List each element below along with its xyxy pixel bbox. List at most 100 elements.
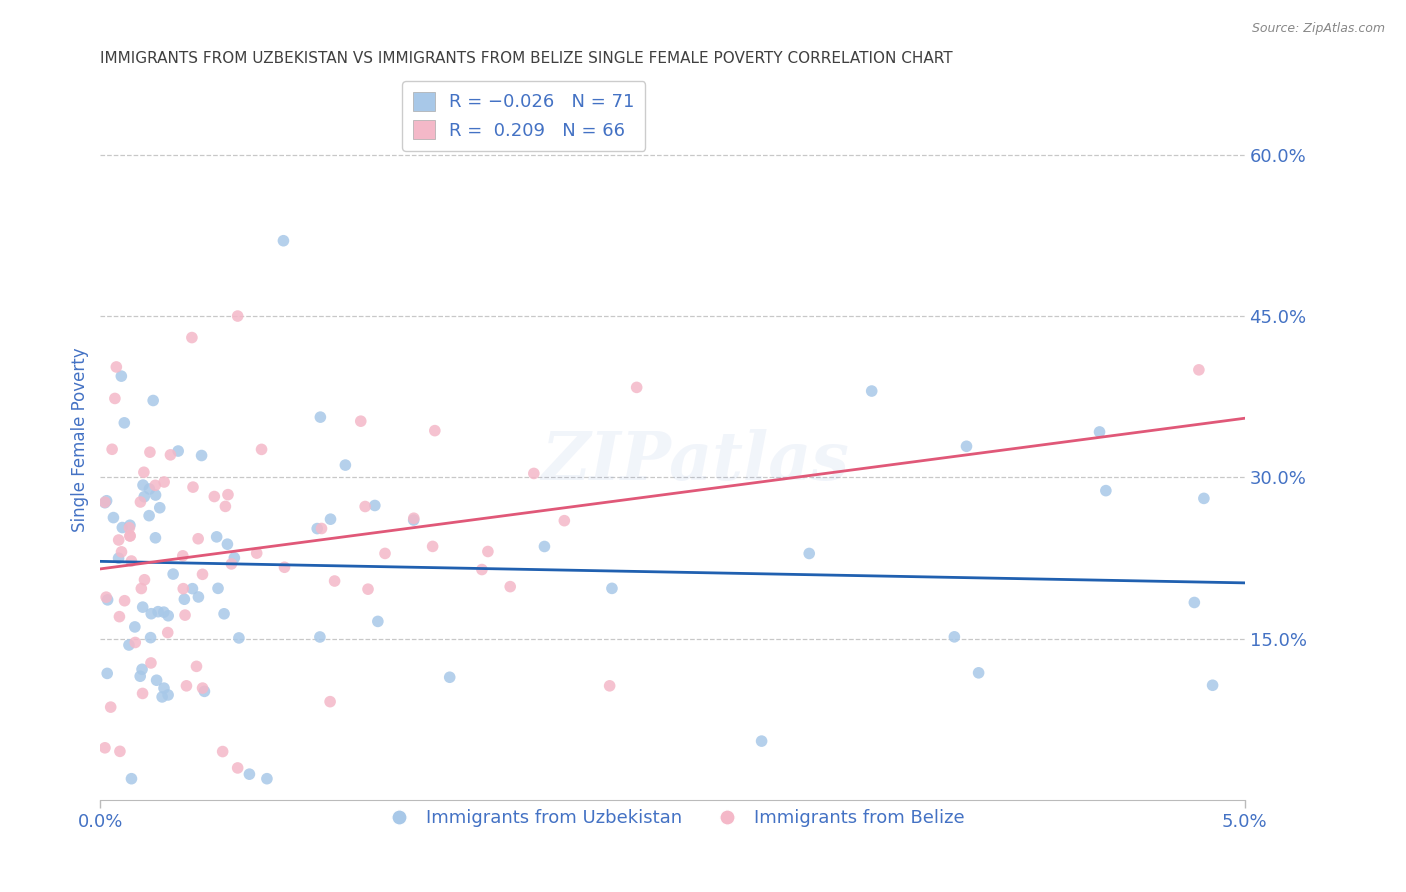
Y-axis label: Single Female Poverty: Single Female Poverty bbox=[72, 348, 89, 533]
Point bbox=[238, 767, 260, 781]
Point bbox=[162, 567, 184, 582]
Point bbox=[1192, 491, 1215, 506]
Point bbox=[860, 384, 883, 398]
Point bbox=[129, 495, 152, 509]
Point bbox=[118, 638, 141, 652]
Point bbox=[226, 761, 249, 775]
Point bbox=[142, 393, 165, 408]
Point bbox=[335, 458, 357, 472]
Point bbox=[311, 521, 333, 535]
Point bbox=[319, 512, 342, 526]
Point bbox=[533, 540, 555, 554]
Point bbox=[150, 690, 173, 704]
Point bbox=[1201, 678, 1223, 692]
Text: ZIPatlas: ZIPatlas bbox=[541, 429, 849, 494]
Point bbox=[118, 529, 141, 543]
Point bbox=[250, 442, 273, 457]
Point bbox=[207, 582, 229, 596]
Point bbox=[943, 630, 966, 644]
Point bbox=[157, 608, 180, 623]
Point bbox=[191, 681, 214, 695]
Point bbox=[217, 488, 239, 502]
Point bbox=[307, 522, 329, 536]
Point bbox=[157, 688, 180, 702]
Point bbox=[309, 630, 332, 644]
Point bbox=[132, 478, 155, 492]
Point bbox=[145, 673, 167, 688]
Point bbox=[367, 615, 389, 629]
Point bbox=[354, 500, 377, 514]
Point bbox=[1188, 363, 1211, 377]
Point bbox=[134, 573, 156, 587]
Point bbox=[180, 330, 202, 344]
Point bbox=[187, 532, 209, 546]
Point bbox=[173, 592, 195, 607]
Point bbox=[600, 582, 623, 596]
Point bbox=[423, 424, 446, 438]
Point bbox=[94, 496, 117, 510]
Point bbox=[202, 490, 225, 504]
Point bbox=[273, 560, 295, 574]
Point bbox=[143, 478, 166, 492]
Point bbox=[112, 416, 135, 430]
Point bbox=[214, 500, 236, 514]
Point bbox=[323, 574, 346, 588]
Point bbox=[599, 679, 621, 693]
Point bbox=[751, 734, 773, 748]
Point bbox=[256, 772, 278, 786]
Point bbox=[228, 631, 250, 645]
Point bbox=[172, 549, 194, 563]
Point bbox=[101, 442, 124, 457]
Point bbox=[94, 740, 117, 755]
Point bbox=[131, 600, 153, 615]
Point bbox=[226, 309, 249, 323]
Point bbox=[145, 531, 167, 545]
Point bbox=[104, 392, 127, 406]
Point bbox=[1095, 483, 1118, 498]
Point bbox=[955, 439, 977, 453]
Point bbox=[134, 490, 156, 504]
Point bbox=[212, 607, 235, 621]
Point bbox=[114, 593, 136, 607]
Legend: Immigrants from Uzbekistan, Immigrants from Belize: Immigrants from Uzbekistan, Immigrants f… bbox=[373, 802, 972, 834]
Point bbox=[499, 580, 522, 594]
Point bbox=[190, 449, 212, 463]
Point bbox=[131, 686, 153, 700]
Point bbox=[187, 590, 209, 604]
Point bbox=[107, 533, 129, 547]
Point bbox=[110, 545, 132, 559]
Point bbox=[191, 567, 214, 582]
Point bbox=[131, 582, 153, 596]
Point bbox=[120, 554, 142, 568]
Point bbox=[110, 369, 132, 384]
Point bbox=[181, 582, 204, 596]
Point bbox=[374, 546, 396, 560]
Point bbox=[273, 234, 295, 248]
Point bbox=[121, 772, 143, 786]
Point bbox=[309, 410, 332, 425]
Point bbox=[193, 684, 215, 698]
Point bbox=[153, 475, 176, 489]
Point bbox=[141, 607, 163, 621]
Point bbox=[224, 550, 246, 565]
Point bbox=[523, 467, 546, 481]
Point bbox=[221, 557, 243, 571]
Point bbox=[217, 537, 239, 551]
Point bbox=[402, 511, 425, 525]
Point bbox=[246, 546, 269, 560]
Point bbox=[159, 448, 181, 462]
Point bbox=[108, 744, 131, 758]
Point bbox=[111, 520, 134, 534]
Point bbox=[553, 514, 575, 528]
Point bbox=[156, 625, 179, 640]
Point bbox=[439, 670, 461, 684]
Point bbox=[1182, 595, 1205, 609]
Point bbox=[129, 669, 152, 683]
Point bbox=[211, 745, 233, 759]
Point bbox=[477, 544, 499, 558]
Point bbox=[402, 513, 425, 527]
Point bbox=[799, 546, 821, 560]
Point bbox=[152, 605, 174, 619]
Point bbox=[172, 582, 194, 596]
Point bbox=[103, 510, 125, 524]
